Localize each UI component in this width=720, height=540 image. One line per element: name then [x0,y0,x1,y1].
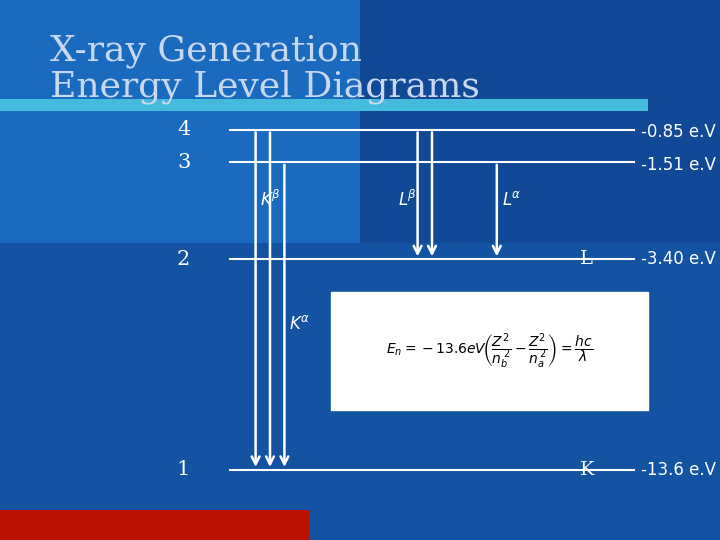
Text: L$^\alpha$: L$^\alpha$ [502,191,521,209]
Text: 1: 1 [177,460,190,480]
Text: 3: 3 [177,152,190,172]
Text: K$^\alpha$: K$^\alpha$ [289,315,309,333]
Text: -0.85 e.V: -0.85 e.V [641,123,716,141]
Text: $E_n = -13.6eV\!\left(\dfrac{Z^2}{n_b^{\,2}} - \dfrac{Z^2}{n_a^{\,2}}\right) = \: $E_n = -13.6eV\!\left(\dfrac{Z^2}{n_b^{\… [386,331,593,371]
Bar [0,99,648,111]
Text: L: L [580,250,593,268]
Bar [0,243,720,540]
Text: 4: 4 [177,120,190,139]
Text: -1.51 e.V: -1.51 e.V [641,156,716,174]
Text: Energy Level Diagrams: Energy Level Diagrams [50,69,480,104]
Text: -13.6 e.V: -13.6 e.V [641,461,716,479]
Text: X-ray Generation: X-ray Generation [50,35,362,68]
Text: -3.40 e.V: -3.40 e.V [641,250,716,268]
Bar [0,510,310,540]
Text: K$^\beta$: K$^\beta$ [260,190,280,210]
Text: L$^\beta$: L$^\beta$ [397,190,416,210]
Text: K: K [580,461,594,479]
Bar [360,0,720,243]
Bar [331,292,648,410]
Text: 2: 2 [177,249,190,269]
